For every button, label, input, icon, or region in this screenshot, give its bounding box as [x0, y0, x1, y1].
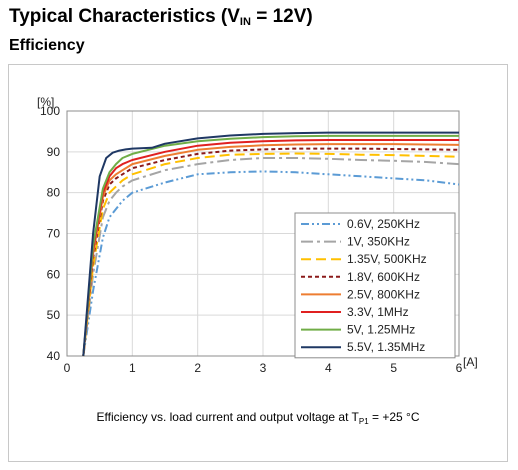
y-tick-label: 90: [47, 145, 61, 159]
y-tick-label: 50: [47, 308, 61, 322]
legend-label: 1.8V, 600KHz: [347, 270, 420, 284]
x-tick-label: 5: [390, 361, 397, 375]
chart-caption: Efficiency vs. load current and output v…: [96, 410, 419, 426]
y-tick-label: 80: [47, 186, 61, 200]
x-tick-label: 1: [129, 361, 136, 375]
legend-label: 5.5V, 1.35MHz: [347, 340, 425, 354]
plot-frame: [66, 110, 460, 357]
caption-tail: = +25 °C: [369, 410, 420, 424]
caption-subscript: P1: [359, 417, 369, 426]
title-rest: = 12V): [250, 6, 313, 27]
section-title: Efficiency: [9, 37, 85, 54]
legend-label: 1V, 350KHz: [347, 235, 410, 249]
page-title: Typical Characteristics (VIN = 12V): [9, 6, 313, 28]
series-line: [82, 134, 459, 357]
y-tick-label: 100: [40, 104, 60, 118]
series-line: [82, 131, 459, 357]
series-layer: [82, 131, 460, 357]
x-tick-label: 6: [456, 361, 463, 375]
title-main: Typical Characteristics (V: [9, 6, 240, 27]
legend-label: 3.3V, 1MHz: [347, 305, 409, 319]
efficiency-chart: 0 1 2 3 4 5 6 40 50 60 70 80 90 100 [A] [%] 0.6V, 250KH…: [37, 95, 478, 426]
series-line: [82, 147, 460, 357]
legend-label: 1.35V, 500KHz: [347, 252, 427, 266]
series-line: [82, 152, 460, 357]
legend: 0.6V, 250KHz 1V, 350KHz 1.35V, 500KHz 1.8V,…: [294, 212, 456, 359]
legend-label: 5V, 1.25MHz: [347, 323, 415, 337]
y-tick-label: 60: [47, 267, 61, 281]
x-tick-label: 3: [260, 361, 267, 375]
title-subscript: IN: [239, 16, 251, 28]
y-axis-label: [%]: [37, 95, 54, 109]
y-tick-label: 70: [47, 227, 61, 241]
legend-label: 0.6V, 250KHz: [347, 217, 420, 231]
series-line: [82, 143, 460, 357]
chart-panel: 0 1 2 3 4 5 6 40 50 60 70 80 90 100 [A] [%] 0.6V, 250KH…: [8, 64, 508, 462]
axes: 0 1 2 3 4 5 6 40 50 60 70 80 90 100 [A] [%]: [37, 95, 478, 375]
series-line: [82, 157, 460, 357]
x-axis-label: [A]: [463, 355, 478, 369]
legend-box: [294, 212, 456, 359]
x-tick-label: 2: [194, 361, 201, 375]
legend-label: 2.5V, 800KHz: [347, 287, 420, 301]
y-tick-label: 40: [47, 349, 61, 363]
series-line: [82, 170, 460, 357]
x-tick-label: 4: [325, 361, 332, 375]
x-tick-label: 0: [64, 361, 71, 375]
series-line: [82, 139, 459, 357]
